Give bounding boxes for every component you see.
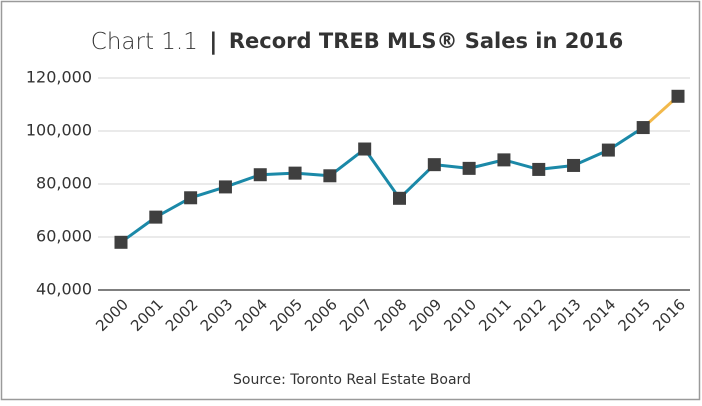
marker — [114, 235, 128, 249]
title-prefix: Chart 1.1 — [91, 29, 198, 55]
source-note: Source: Toronto Real Estate Board — [233, 372, 471, 388]
series-line — [120, 126, 645, 244]
title-separator: | — [209, 29, 217, 55]
title-main: Record TREB MLS® Sales in 2016 — [229, 29, 623, 53]
marker — [149, 210, 163, 224]
marker — [288, 166, 302, 180]
y-tick-label: 40,000 — [36, 280, 92, 299]
marker — [497, 153, 511, 167]
marker — [184, 191, 198, 205]
marker — [601, 143, 615, 157]
y-tick-label: 80,000 — [36, 174, 92, 193]
marker — [462, 161, 476, 175]
marker — [393, 191, 406, 205]
marker — [358, 142, 372, 156]
marker — [567, 158, 581, 172]
marker — [323, 169, 337, 183]
marker — [671, 89, 685, 103]
marker — [253, 168, 267, 182]
y-tick-label: 100,000 — [26, 121, 92, 140]
chart-title: Chart 1.1 | Record TREB MLS® Sales in 20… — [91, 29, 623, 55]
y-tick-label: 120,000 — [26, 68, 92, 87]
marker — [532, 162, 546, 176]
y-tick-label: 60,000 — [36, 227, 92, 246]
marker — [427, 158, 441, 172]
marker — [218, 180, 232, 194]
marker — [636, 121, 650, 135]
